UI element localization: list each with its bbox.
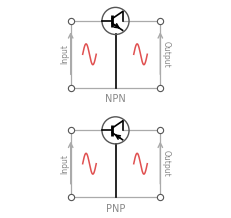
Text: Input: Input bbox=[61, 154, 70, 174]
Text: PNP: PNP bbox=[106, 204, 125, 214]
Text: Output: Output bbox=[161, 150, 170, 177]
Text: NPN: NPN bbox=[105, 94, 126, 104]
Text: Input: Input bbox=[61, 44, 70, 64]
Text: Output: Output bbox=[161, 41, 170, 68]
